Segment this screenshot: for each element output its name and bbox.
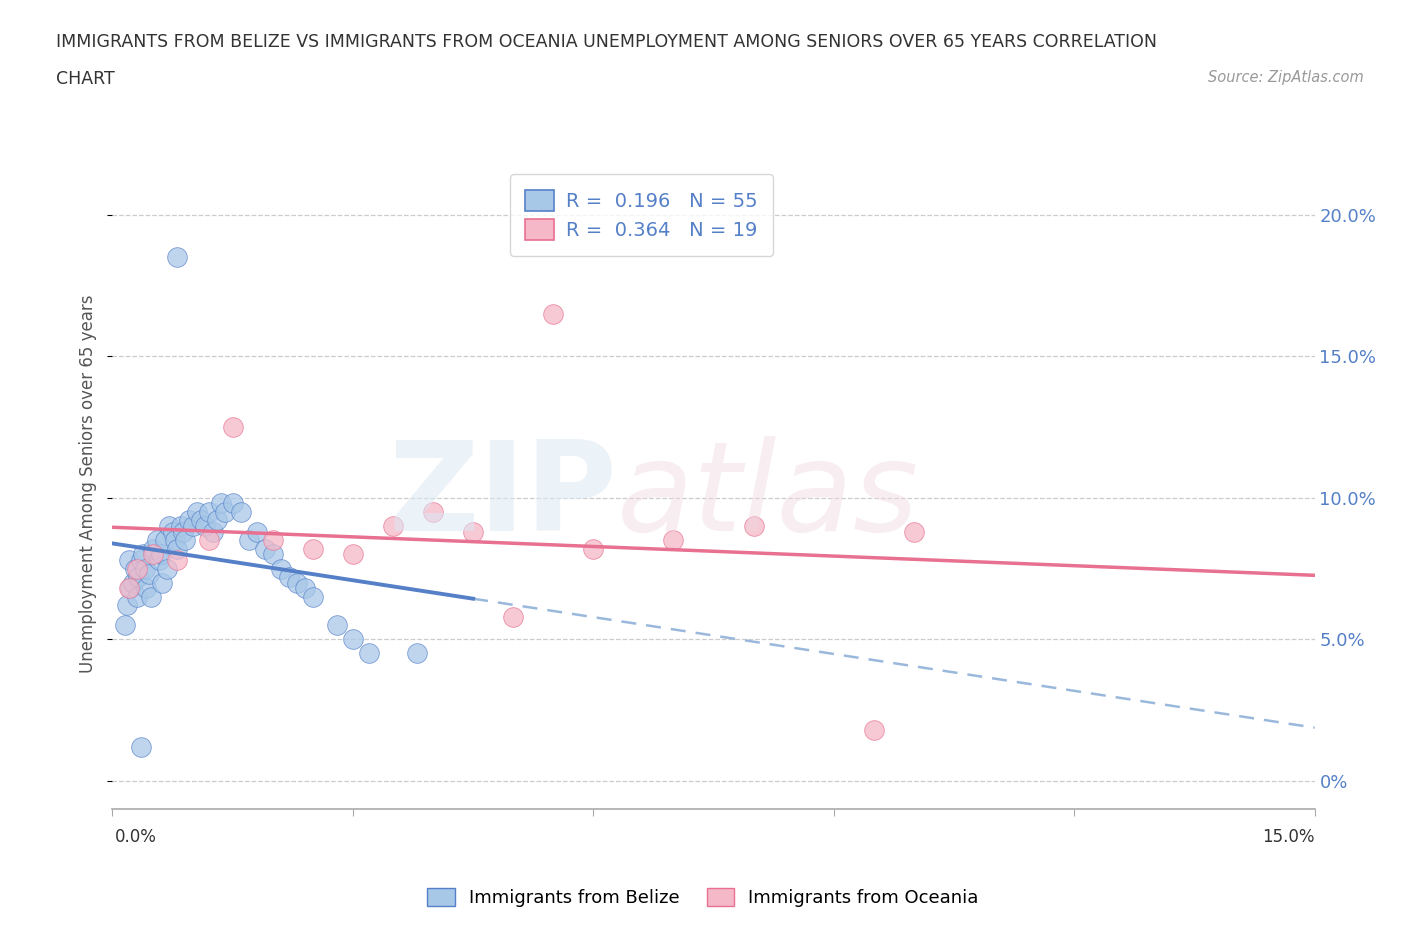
Point (406, 646, 429, 661)
Point (190, 513, 212, 528)
Point (120, 581, 142, 596)
Point (166, 552, 188, 567)
Point (903, 525, 925, 539)
Point (301, 590, 323, 604)
Point (139, 590, 162, 604)
Point (197, 533, 219, 548)
Point (543, 306, 565, 321)
Point (662, 533, 685, 548)
Point (301, 541, 323, 556)
Point (153, 533, 176, 548)
Point (181, 519, 204, 534)
Point (169, 519, 191, 534)
Text: atlas: atlas (617, 436, 920, 557)
Point (124, 561, 146, 576)
Point (148, 552, 170, 567)
Text: 15.0%: 15.0% (1263, 828, 1315, 845)
Point (201, 525, 224, 539)
Point (422, 504, 444, 519)
Point (134, 561, 156, 576)
Text: Source: ZipAtlas.com: Source: ZipAtlas.com (1208, 70, 1364, 85)
Text: IMMIGRANTS FROM BELIZE VS IMMIGRANTS FROM OCEANIA UNEMPLOYMENT AMONG SENIORS OVE: IMMIGRANTS FROM BELIZE VS IMMIGRANTS FRO… (56, 33, 1157, 50)
Point (117, 552, 139, 567)
Point (222, 496, 245, 511)
Point (157, 519, 180, 534)
Point (205, 513, 228, 528)
Point (177, 513, 200, 528)
Point (145, 533, 167, 548)
Point (121, 576, 143, 591)
Point (135, 581, 157, 596)
Point (277, 569, 299, 584)
Point (173, 533, 195, 548)
Point (246, 525, 269, 539)
Point (114, 618, 136, 632)
Point (129, 739, 152, 754)
Point (214, 504, 236, 519)
Point (270, 561, 292, 576)
Legend: Immigrants from Belize, Immigrants from Oceania: Immigrants from Belize, Immigrants from … (419, 879, 987, 916)
Point (229, 504, 252, 519)
Point (262, 533, 284, 548)
Point (125, 590, 148, 604)
Point (156, 561, 179, 576)
Point (138, 566, 160, 581)
Point (502, 609, 524, 624)
Point (141, 541, 163, 556)
Point (342, 631, 364, 646)
Point (162, 525, 184, 539)
Point (149, 547, 172, 562)
Text: 0.0%: 0.0% (115, 828, 157, 845)
Point (163, 533, 186, 548)
Point (582, 541, 605, 556)
Point (186, 504, 208, 519)
Point (742, 519, 765, 534)
Point (381, 519, 405, 534)
Point (197, 504, 219, 519)
Point (209, 496, 232, 511)
Point (115, 598, 138, 613)
Point (294, 581, 316, 596)
Point (357, 646, 380, 661)
Point (127, 569, 149, 584)
Text: ZIP: ZIP (388, 436, 617, 557)
Point (166, 250, 188, 265)
Point (166, 541, 188, 556)
Point (238, 533, 260, 548)
Point (129, 552, 152, 567)
Point (862, 723, 886, 737)
Point (461, 525, 484, 539)
Text: CHART: CHART (56, 70, 115, 87)
Point (326, 618, 349, 632)
Y-axis label: Unemployment Among Seniors over 65 years: Unemployment Among Seniors over 65 years (79, 295, 97, 672)
Point (117, 581, 139, 596)
Point (172, 525, 194, 539)
Point (222, 419, 245, 434)
Point (253, 541, 276, 556)
Point (285, 576, 308, 591)
Point (125, 561, 148, 576)
Point (262, 547, 284, 562)
Point (194, 519, 217, 534)
Point (132, 547, 155, 562)
Point (141, 547, 163, 562)
Point (150, 576, 173, 591)
Legend: R =  0.196   N = 55, R =  0.364   N = 19: R = 0.196 N = 55, R = 0.364 N = 19 (509, 174, 773, 256)
Point (342, 547, 364, 562)
